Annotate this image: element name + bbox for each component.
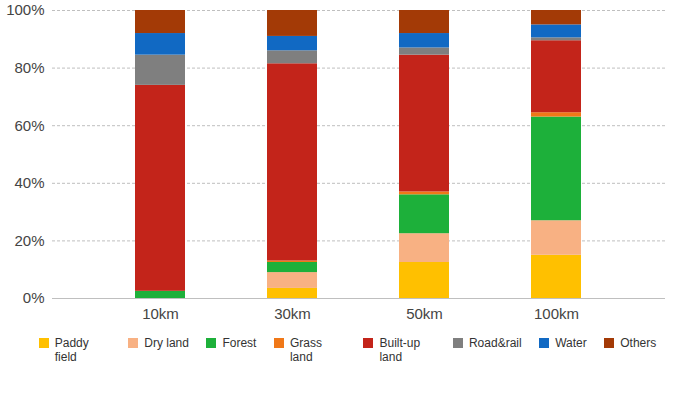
svg-text:100%: 100% (6, 1, 44, 18)
html-text:Road&rail: Road&rail (469, 336, 522, 350)
svg-text:10km: 10km (142, 305, 179, 322)
html-text:Paddy field: Paddy field (54, 336, 89, 364)
svg-text:0%: 0% (23, 289, 45, 306)
svg-text:60%: 60% (14, 117, 44, 134)
html-text:Dry land: Dry land (144, 336, 189, 350)
html-text:Water: Water (555, 336, 587, 350)
html-text:Built-up land: Built-up land (379, 336, 421, 364)
svg-text:80%: 80% (14, 59, 44, 76)
svg-text:20%: 20% (14, 232, 44, 249)
svg-text:40%: 40% (14, 174, 44, 191)
html-text:Forest: Forest (222, 336, 257, 350)
html-text:Grass land: Grass land (290, 336, 322, 364)
svg-text:30km: 30km (274, 305, 311, 322)
svg-text:100km: 100km (534, 305, 579, 322)
html-text:Others: Others (620, 336, 657, 350)
svg-text:50km: 50km (406, 305, 443, 322)
